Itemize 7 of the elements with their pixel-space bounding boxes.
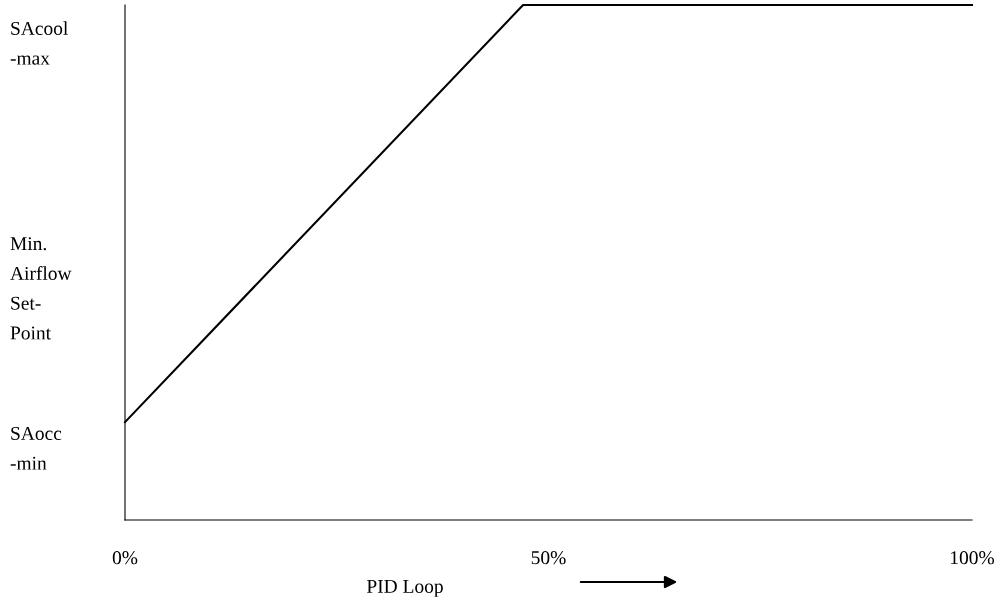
text: SAcool -max bbox=[10, 21, 68, 65]
x-tick-label: 100% bbox=[951, 551, 995, 565]
x-tick-label: 0% bbox=[112, 551, 138, 565]
x-tick-label: 50% bbox=[531, 551, 566, 565]
text: Min. Airflow Set- Point bbox=[10, 237, 72, 340]
x-axis-title: PID Loop bbox=[366, 579, 443, 597]
text: SAocc -min bbox=[10, 426, 62, 470]
